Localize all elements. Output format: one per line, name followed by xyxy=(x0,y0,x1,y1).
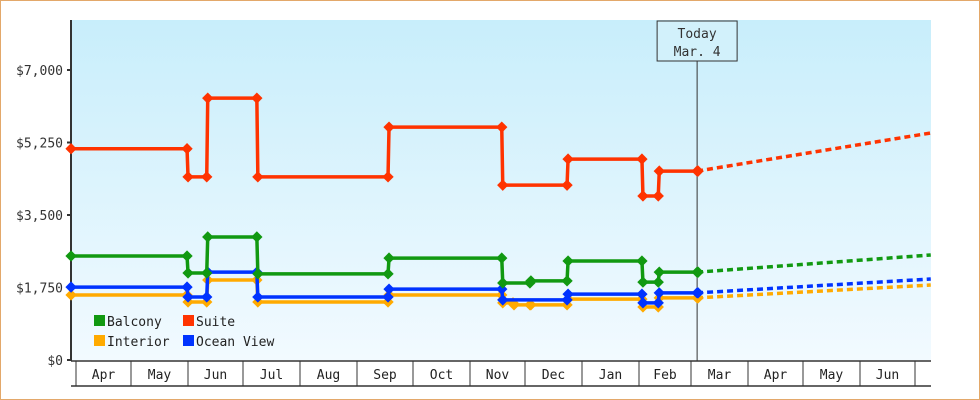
projection-line-ocean-view xyxy=(697,277,931,295)
data-point-balcony xyxy=(252,268,264,280)
data-point-ocean-view xyxy=(383,283,395,295)
data-point-suite xyxy=(181,143,193,155)
data-point-interior xyxy=(508,299,520,311)
x-tick-label: Apr xyxy=(92,368,116,383)
data-point-ocean-view xyxy=(252,291,264,303)
data-point-suite xyxy=(382,171,394,183)
data-point-balcony xyxy=(692,266,704,278)
data-point-ocean-view xyxy=(636,288,648,300)
x-tick-label: May xyxy=(820,368,844,383)
data-point-balcony xyxy=(637,276,649,288)
data-point-balcony xyxy=(251,231,263,243)
x-tick-label: Jul xyxy=(260,368,283,383)
data-point-ocean-view xyxy=(182,291,194,303)
legend-label: Balcony xyxy=(107,315,162,330)
data-point-ocean-view xyxy=(653,287,665,299)
data-point-balcony xyxy=(382,268,394,280)
data-point-suite xyxy=(252,171,264,183)
data-point-balcony xyxy=(653,266,665,278)
y-tick-label: $5,250 xyxy=(16,137,63,152)
data-point-balcony xyxy=(201,267,213,279)
data-point-balcony xyxy=(202,231,214,243)
data-point-ocean-view xyxy=(382,291,394,303)
x-tick-label: Mar xyxy=(708,368,732,383)
legend-swatch xyxy=(183,335,194,346)
today-label: Today xyxy=(678,27,717,42)
legend-swatch xyxy=(94,315,105,326)
data-point-balcony xyxy=(561,275,573,287)
data-point-suite xyxy=(652,190,664,202)
data-point-suite xyxy=(201,171,213,183)
y-tick-label: $3,500 xyxy=(16,209,63,224)
legend-label: Ocean View xyxy=(196,335,274,350)
x-tick-label: May xyxy=(148,368,172,383)
x-tick-label: Nov xyxy=(486,368,510,383)
data-point-suite xyxy=(653,165,665,177)
data-point-ocean-view xyxy=(562,288,574,300)
data-point-ocean-view xyxy=(637,297,649,309)
x-tick-label: Jan xyxy=(599,368,622,383)
data-point-balcony xyxy=(525,275,537,287)
data-point-ocean-view xyxy=(692,287,704,299)
data-point-interior xyxy=(525,299,537,311)
legend-swatch xyxy=(183,315,194,326)
y-tick-label: $0 xyxy=(47,354,63,369)
data-point-ocean-view xyxy=(181,281,193,293)
legend-label: Suite xyxy=(196,315,235,330)
data-point-ocean-view xyxy=(497,294,509,306)
x-tick-label: Jun xyxy=(204,368,227,383)
data-point-suite xyxy=(692,165,704,177)
y-tick-label: $7,000 xyxy=(16,64,63,79)
x-tick-label: Aug xyxy=(317,368,340,383)
legend-label: Interior xyxy=(107,335,170,350)
legend: Balcony Suite Interior Ocean View xyxy=(94,315,274,350)
x-tick-label: Dec xyxy=(542,368,565,383)
data-point-ocean-view xyxy=(652,297,664,309)
x-tick-label: Jun xyxy=(876,368,899,383)
today-box xyxy=(656,20,738,62)
today-date: Mar. 4 xyxy=(674,45,721,60)
data-point-balcony xyxy=(181,250,193,262)
data-point-balcony xyxy=(562,255,574,267)
data-point-balcony xyxy=(636,255,648,267)
x-tick-label: Sep xyxy=(373,368,397,383)
y-tick-label: $1,750 xyxy=(16,282,63,297)
x-tick-label: Feb xyxy=(653,368,677,383)
projection-line-balcony xyxy=(696,253,931,274)
data-point-suite xyxy=(636,153,648,165)
data-point-suite xyxy=(561,179,573,191)
data-point-ocean-view xyxy=(201,291,213,303)
data-point-suite xyxy=(182,171,194,183)
data-point-suite xyxy=(637,190,649,202)
legend-swatch xyxy=(94,335,105,346)
data-point-suite xyxy=(562,153,574,165)
x-tick-label: Apr xyxy=(764,368,788,383)
data-point-suite xyxy=(497,179,509,191)
plot-background xyxy=(71,20,931,360)
projection-line-interior xyxy=(697,283,931,300)
data-point-balcony xyxy=(652,276,664,288)
data-point-balcony xyxy=(182,267,194,279)
data-point-balcony xyxy=(497,277,509,289)
x-tick-label: Oct xyxy=(430,368,453,383)
